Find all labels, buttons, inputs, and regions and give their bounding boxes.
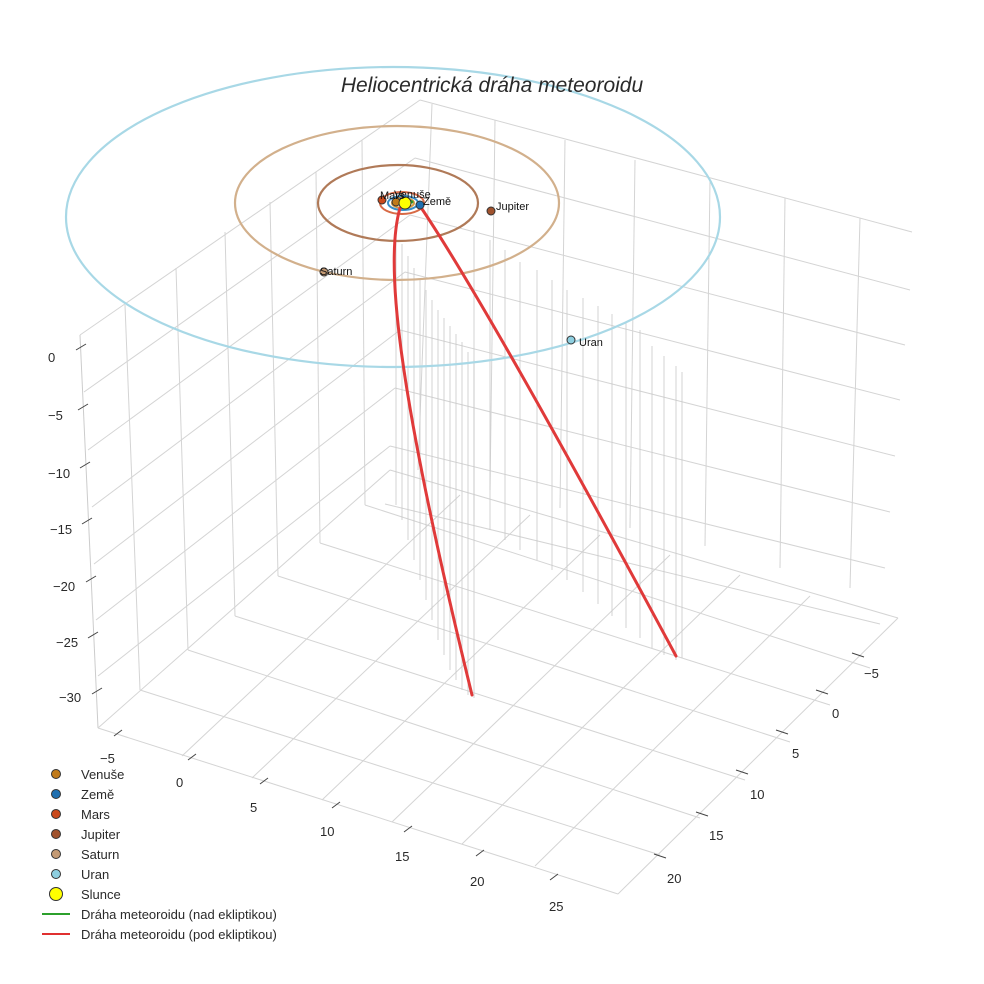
planet-earth-marker: [415, 200, 425, 210]
y-tick-4: 15: [709, 828, 724, 843]
y-tick-0: −5: [864, 666, 879, 681]
planet-mars-marker: [377, 195, 387, 205]
legend-item-mars[interactable]: Mars: [36, 804, 277, 824]
y-tick-1: 0: [832, 706, 840, 721]
sun-dot-icon: [49, 887, 63, 901]
label-saturn: Saturn: [320, 266, 353, 278]
x-tick-0: −5: [100, 751, 115, 766]
red-line-icon: [42, 933, 70, 935]
y-tick-3: 10: [750, 787, 765, 802]
drop-lines: [395, 230, 683, 698]
z-tick-2: −10: [48, 466, 71, 481]
legend-item-sun[interactable]: Slunce: [36, 884, 277, 904]
legend-item-uranus[interactable]: Uran: [36, 864, 277, 884]
axis-tick-marks: [75, 343, 865, 881]
label-jupiter: Jupiter: [496, 201, 530, 213]
planets[interactable]: [319, 195, 576, 345]
label-mars: Mars: [380, 190, 405, 202]
jupiter-dot-icon: [51, 829, 61, 839]
grid-back-wall: [79, 99, 913, 729]
legend-item-jupiter[interactable]: Jupiter: [36, 824, 277, 844]
green-line-icon: [42, 913, 70, 915]
z-tick-5: −25: [56, 635, 79, 650]
z-tick-0: 0: [48, 350, 56, 365]
z-tick-4: −20: [53, 579, 76, 594]
orbit-saturn: [233, 124, 561, 282]
label-uranus: Uran: [579, 337, 603, 349]
planet-jupiter-marker: [486, 206, 496, 216]
z-tick-1: −5: [48, 408, 63, 423]
planet-saturn-marker: [319, 267, 329, 277]
mars-dot-icon: [51, 809, 61, 819]
x-tick-6: 25: [549, 899, 564, 914]
uranus-dot-icon: [51, 869, 61, 879]
earth-dot-icon: [51, 789, 61, 799]
legend: Venuše Země Mars Jupiter Saturn Uran Slu…: [36, 764, 277, 944]
label-venus: Venuše: [394, 189, 431, 201]
legend-item-trajectory-below[interactable]: Dráha meteoroidu (pod ekliptikou): [36, 924, 277, 944]
x-tick-5: 20: [470, 874, 485, 889]
x-tick-2: 5: [250, 800, 258, 815]
trajectory-below-ecliptic-branch-1: [392, 206, 474, 697]
trajectory-below-ecliptic-branch-2: [418, 204, 678, 658]
legend-item-earth[interactable]: Země: [36, 784, 277, 804]
sun-marker: [398, 196, 412, 210]
x-tick-4: 15: [395, 849, 410, 864]
legend-item-trajectory-above[interactable]: Dráha meteoroidu (nad ekliptikou): [36, 904, 277, 924]
orbit-uranus: [64, 65, 722, 369]
x-tick-1: 0: [176, 775, 184, 790]
x-tick-3: 10: [320, 824, 335, 839]
chart-title: Heliocentrická dráha meteoroidu: [340, 74, 644, 97]
label-earth: Země: [423, 196, 452, 208]
saturn-dot-icon: [51, 849, 61, 859]
orbit-jupiter: [316, 163, 480, 243]
planet-uranus-marker: [566, 335, 576, 345]
venus-dot-icon: [51, 769, 61, 779]
z-tick-3: −15: [50, 522, 73, 537]
y-tick-5: 20: [667, 871, 682, 886]
legend-item-venus[interactable]: Venuše: [36, 764, 277, 784]
y-tick-2: 5: [792, 746, 800, 761]
orbits: [64, 65, 722, 369]
legend-item-saturn[interactable]: Saturn: [36, 844, 277, 864]
z-tick-6: −30: [59, 690, 82, 705]
